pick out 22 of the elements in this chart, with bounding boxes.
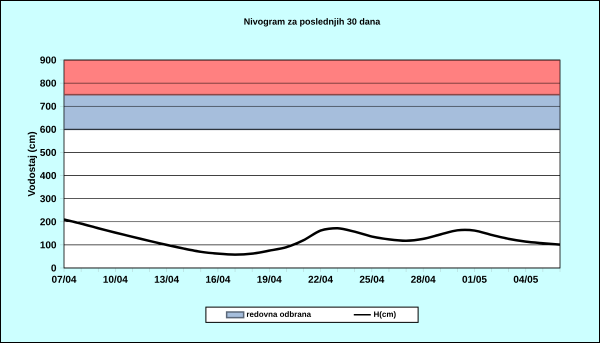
x-tick-label: 04/05 xyxy=(514,276,538,283)
x-tick-label: 25/04 xyxy=(360,276,384,283)
y-tick-label: 800 xyxy=(40,80,56,87)
chart-title: Nivogram za poslednjih 30 dana xyxy=(244,18,380,27)
y-tick-label: 100 xyxy=(40,241,56,248)
x-tick-label: 13/04 xyxy=(154,276,180,283)
y-tick-label: 900 xyxy=(40,56,56,64)
y-tick-label: 0 xyxy=(51,264,56,272)
y-tick-label: 300 xyxy=(40,195,56,202)
x-tick-label: 16/04 xyxy=(206,276,230,283)
y-tick-label: 600 xyxy=(40,126,56,133)
x-tick-label: 19/04 xyxy=(257,276,282,283)
x-tick-label: 22/04 xyxy=(308,276,333,283)
y-tick-label: 400 xyxy=(40,172,56,180)
x-tick-label: 01/05 xyxy=(462,276,487,283)
y-tick-label: 500 xyxy=(40,148,56,156)
y-tick-label: 200 xyxy=(40,218,56,226)
y-axis-title: Vodostaj (cm) xyxy=(28,132,38,196)
x-tick-label: 07/04 xyxy=(52,276,76,283)
y-tick-label: 700 xyxy=(40,102,56,110)
x-tick-label: 10/04 xyxy=(103,276,128,283)
x-tick-label: 28/04 xyxy=(411,276,436,283)
